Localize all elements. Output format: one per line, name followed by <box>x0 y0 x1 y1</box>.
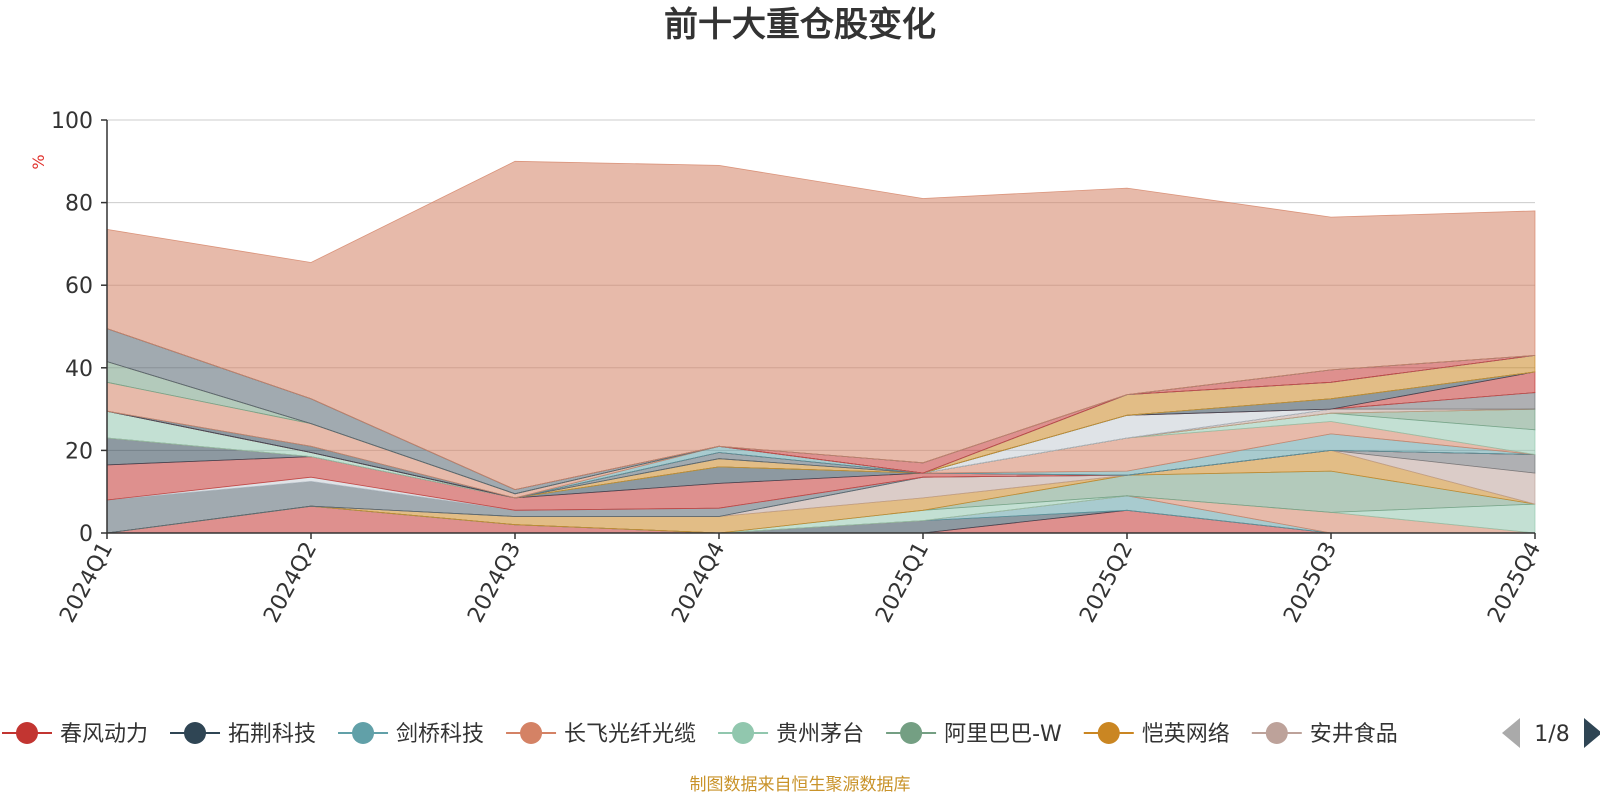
legend-marker-icon <box>520 722 543 744</box>
legend-marker-icon <box>1097 722 1120 744</box>
chart-title: 前十大重仓股变化 <box>664 5 936 45</box>
x-tick-label-2024Q2: 2024Q2 <box>259 538 322 627</box>
legend-marker-icon <box>184 722 207 744</box>
y-tick-label-40: 40 <box>65 357 93 382</box>
legend-item-安井食品[interactable]: 安井食品 <box>1251 722 1398 747</box>
legend-item-阿里巴巴-W[interactable]: 阿里巴巴-W <box>886 722 1062 747</box>
x-tick-label-2025Q3: 2025Q3 <box>1279 538 1342 627</box>
legend-page-indicator: 1/8 <box>1534 722 1569 747</box>
legend-pager: 1/8 <box>1502 718 1600 748</box>
y-tick-label-100: 100 <box>51 109 93 134</box>
legend-label: 恺英网络 <box>1142 722 1230 747</box>
legend-marker-icon <box>1265 722 1288 744</box>
legend-item-春风动力[interactable]: 春风动力 <box>2 722 148 747</box>
data-source-note: 制图数据来自恒生聚源数据库 <box>690 775 911 795</box>
legend-label: 春风动力 <box>60 722 148 747</box>
legend: 春风动力 拓荆科技 剑桥科技 长飞光纤光缆 贵州茅台 阿里巴巴-W 恺英网络 安井食品 1/8 <box>2 718 1600 748</box>
y-tick-label-0: 0 <box>79 522 93 547</box>
y-tick-label-60: 60 <box>65 274 93 299</box>
area-series-group <box>106 160 1536 534</box>
legend-marker-icon <box>352 722 375 744</box>
x-tick-label-2025Q2: 2025Q2 <box>1075 538 1138 627</box>
legend-item-长飞光纤光缆[interactable]: 长飞光纤光缆 <box>506 722 696 747</box>
x-tick-label-2025Q1: 2025Q1 <box>871 538 934 627</box>
legend-marker-icon <box>16 722 38 744</box>
y-tick-label-80: 80 <box>65 192 93 217</box>
y-axis-unit-label: % <box>29 154 48 169</box>
x-tick-label-2025Q4: 2025Q4 <box>1483 538 1546 627</box>
legend-prev-page-icon[interactable] <box>1502 718 1520 748</box>
x-tick-label-2024Q4: 2024Q4 <box>667 538 730 627</box>
legend-label: 安井食品 <box>1310 722 1398 747</box>
legend-item-贵州茅台[interactable]: 贵州茅台 <box>718 722 864 747</box>
x-tick-label-2024Q1: 2024Q1 <box>55 538 118 627</box>
y-tick-label-20: 20 <box>65 439 93 464</box>
legend-item-恺英网络[interactable]: 恺英网络 <box>1083 722 1230 747</box>
legend-label: 长飞光纤光缆 <box>564 722 696 747</box>
legend-label: 贵州茅台 <box>776 722 864 747</box>
legend-marker-icon <box>900 722 923 744</box>
legend-label: 拓荆科技 <box>228 722 316 747</box>
legend-item-拓荆科技[interactable]: 拓荆科技 <box>170 722 316 747</box>
x-tick-label-2024Q3: 2024Q3 <box>463 538 526 627</box>
legend-item-剑桥科技[interactable]: 剑桥科技 <box>338 722 484 747</box>
area-series-其他[interactable] <box>106 160 1536 491</box>
legend-next-page-icon[interactable] <box>1584 718 1600 748</box>
legend-marker-icon <box>732 722 755 744</box>
legend-label: 阿里巴巴-W <box>944 722 1062 747</box>
legend-label: 剑桥科技 <box>396 722 484 747</box>
